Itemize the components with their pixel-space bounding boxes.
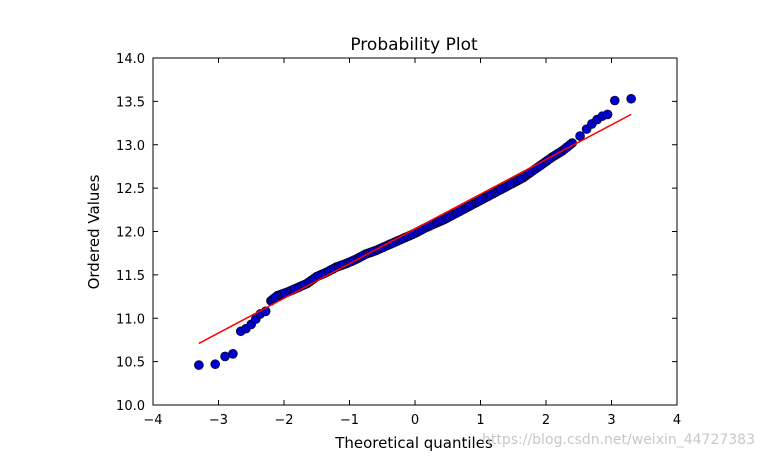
data-point: [626, 93, 636, 104]
x-tick-label: 0: [411, 413, 419, 428]
data-marks: [194, 93, 636, 370]
x-tick-label: 3: [607, 413, 615, 428]
x-tick-label: 1: [476, 413, 484, 428]
y-tick-label: 14.0: [116, 52, 145, 67]
y-tick-label: 13.5: [116, 95, 145, 110]
y-axis-ticks: 10.0 10.5 11.0 11.5 12.0 12.5 13.0 13.5 14.0: [116, 52, 677, 414]
y-tick-label: 12.5: [116, 182, 145, 197]
data-point: [609, 95, 620, 106]
data-point: [228, 349, 238, 359]
y-tick-label: 13.0: [116, 139, 145, 154]
y-tick-label: 10.0: [116, 399, 145, 414]
x-tick-label: 2: [542, 413, 550, 428]
watermark-text: https://blog.csdn.net/weixin_44727383: [482, 432, 755, 448]
data-point: [210, 359, 221, 370]
y-axis-label: Ordered Values: [85, 174, 103, 289]
data-point: [575, 131, 585, 141]
fit-line: [198, 113, 632, 345]
y-tick-label: 11.5: [116, 269, 145, 284]
data-point: [194, 360, 204, 370]
x-tick-label: 4: [673, 413, 681, 428]
x-tick-label: −3: [209, 413, 228, 428]
chart-title: Probability Plot: [350, 35, 478, 55]
x-tick-label: −1: [340, 413, 359, 428]
y-tick-label: 11.0: [116, 312, 145, 327]
data-point: [602, 109, 613, 120]
x-tick-label: −4: [143, 413, 162, 428]
x-tick-label: −2: [274, 413, 293, 428]
x-axis-label: Theoretical quantiles: [334, 434, 493, 452]
y-tick-label: 12.0: [116, 226, 145, 241]
x-axis-ticks: −4 −3 −2 −1 0 1 2 3 4: [143, 58, 681, 428]
y-tick-label: 10.5: [116, 356, 145, 371]
